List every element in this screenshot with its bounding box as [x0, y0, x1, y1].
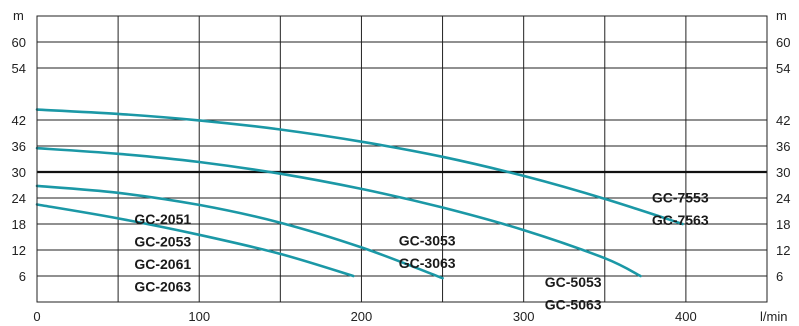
- y-tick-label-right-7: 54: [776, 61, 790, 76]
- model-label-1-1: GC-3063: [399, 255, 456, 271]
- y-unit-left: m: [13, 8, 24, 23]
- y-tick-label-left-1: 12: [12, 243, 26, 258]
- y-tick-label-left-3: 24: [12, 191, 26, 206]
- x-tick-label-0: 0: [33, 309, 40, 324]
- y-tick-label-left-4: 30: [12, 165, 26, 180]
- pump-curve-2: [35, 184, 444, 280]
- x-tick-label-3: 300: [513, 309, 535, 324]
- tick-labels: 0 100 200 300 400 6 6 12 12 18 18 24 24 30 30 36 36 42 42 5…: [12, 35, 791, 324]
- model-label-0-0: GC-2051: [134, 211, 191, 227]
- y-unit-right: m: [776, 8, 787, 23]
- y-tick-label-right-5: 36: [776, 139, 790, 154]
- x-unit: l/min: [760, 309, 787, 324]
- model-label-1-0: GC-3053: [399, 233, 456, 249]
- y-tick-label-left-7: 54: [12, 61, 26, 76]
- y-tick-label-left-5: 36: [12, 139, 26, 154]
- y-tick-label-right-4: 30: [776, 165, 790, 180]
- y-tick-label-left-6: 42: [12, 113, 26, 128]
- pump-curve-4: [35, 108, 684, 226]
- y-tick-label-right-1: 12: [776, 243, 790, 258]
- y-tick-label-right-6: 42: [776, 113, 790, 128]
- plot-frame: [36, 15, 768, 303]
- x-tick-label-2: 200: [351, 309, 373, 324]
- model-label-0-1: GC-2053: [134, 234, 191, 250]
- y-tick-label-left-0: 6: [19, 269, 26, 284]
- y-tick-label-left-2: 18: [12, 217, 26, 232]
- pump-curve-3: [35, 146, 642, 278]
- model-label-3-1: GC-7563: [652, 212, 709, 228]
- x-tick-label-1: 100: [188, 309, 210, 324]
- y-tick-label-right-0: 6: [776, 269, 783, 284]
- model-label-3-0: GC-7553: [652, 189, 709, 205]
- y-tick-label-left-8: 60: [12, 35, 26, 50]
- y-tick-label-right-2: 18: [776, 217, 790, 232]
- model-label-0-3: GC-2063: [134, 279, 191, 295]
- y-tick-label-right-8: 60: [776, 35, 790, 50]
- y-tick-label-right-3: 24: [776, 191, 790, 206]
- model-label-2-0: GC-5053: [545, 274, 602, 290]
- model-labels: GC-2051 GC-2053 GC-2061 GC-2063 GC-3053 GC-30…: [134, 189, 709, 312]
- pump-curve-1: [35, 203, 355, 278]
- model-label-2-1: GC-5063: [545, 296, 602, 312]
- curves: [35, 108, 684, 280]
- x-tick-label-4: 400: [675, 309, 697, 324]
- model-label-0-2: GC-2061: [134, 256, 191, 272]
